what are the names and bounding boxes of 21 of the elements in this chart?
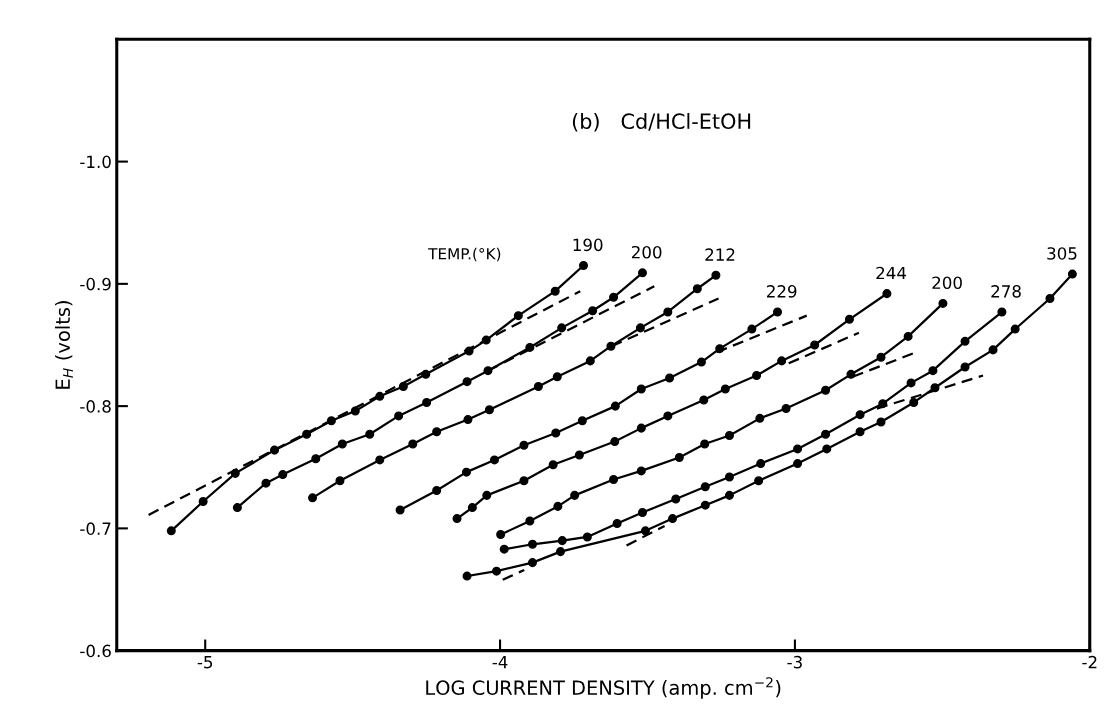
x-tick-label: -5 (197, 656, 213, 669)
x-tick-label: -3 (787, 655, 802, 669)
y-tick-label: -0.8 (80, 400, 111, 413)
series-label: 200 (631, 245, 662, 259)
y-tick-label: -1.0 (80, 155, 111, 169)
text: (b) Cd/HCl-EtOH (572, 112, 751, 132)
y-tick-label: -0.6 (80, 644, 111, 658)
annotation: TEMP.(°K) (428, 247, 501, 262)
y-axis-title: E$_{H}$ (volts) (55, 301, 73, 389)
series-label: 244 (876, 266, 907, 280)
x-tick-label: -4 (492, 656, 508, 669)
series-label: 305 (1047, 247, 1077, 260)
y-tick-label: -0.9 (80, 277, 111, 291)
x-axis-title: LOG CURRENT DENSITY (amp. cm$^{−2}$) (426, 677, 781, 699)
series-label: 200 (932, 276, 962, 290)
y-tick-label: -0.7 (80, 522, 111, 535)
series-label: 229 (767, 285, 797, 298)
series-label: 190 (573, 238, 603, 252)
series-label: 278 (991, 285, 1021, 298)
series-label: 212 (705, 248, 735, 261)
x-tick-label: -2 (1082, 655, 1097, 669)
